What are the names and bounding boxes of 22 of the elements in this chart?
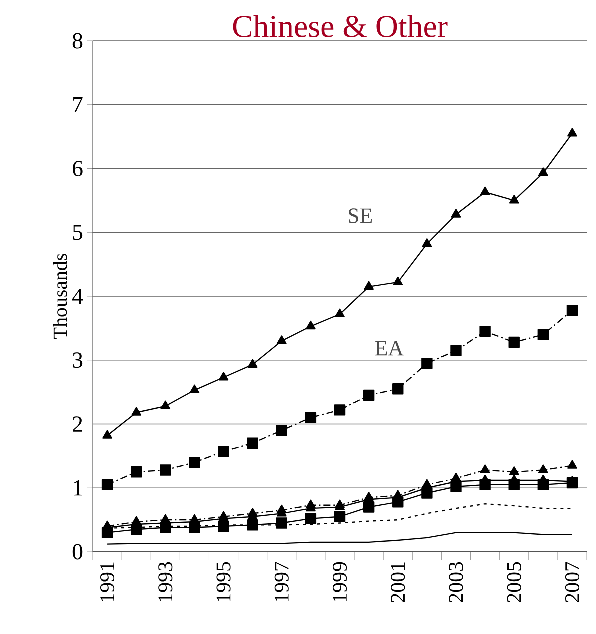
x-tick-label: 1991 <box>100 562 115 602</box>
y-tick-label: 8 <box>72 33 83 49</box>
y-tick-label: 3 <box>73 352 83 368</box>
x-tick-label: 1995 <box>216 562 231 602</box>
y-tick-label: 1 <box>74 480 82 496</box>
chart-title: Chinese & Other <box>233 15 448 38</box>
x-tick-label: 1999 <box>332 562 348 602</box>
y-tick-label: 0 <box>72 544 83 560</box>
y-axis-title: Thousands <box>53 254 68 340</box>
x-tick-label: 2001 <box>391 562 406 602</box>
x-tick-label: 2005 <box>507 562 522 602</box>
text: SE <box>349 208 372 224</box>
y-tick-label: 7 <box>74 97 83 112</box>
x-tick-label: 1997 <box>274 562 289 602</box>
y-tick-label: 6 <box>73 161 83 176</box>
x-tick-label: 2007 <box>565 562 580 602</box>
y-tick-label: 4 <box>72 288 84 304</box>
x-tick-label: 2003 <box>449 562 464 602</box>
series-label: EA <box>375 341 404 356</box>
y-tick-label: 2 <box>73 416 82 432</box>
x-tick-label: 1993 <box>158 562 173 602</box>
y-tick-label: 5 <box>73 224 83 240</box>
